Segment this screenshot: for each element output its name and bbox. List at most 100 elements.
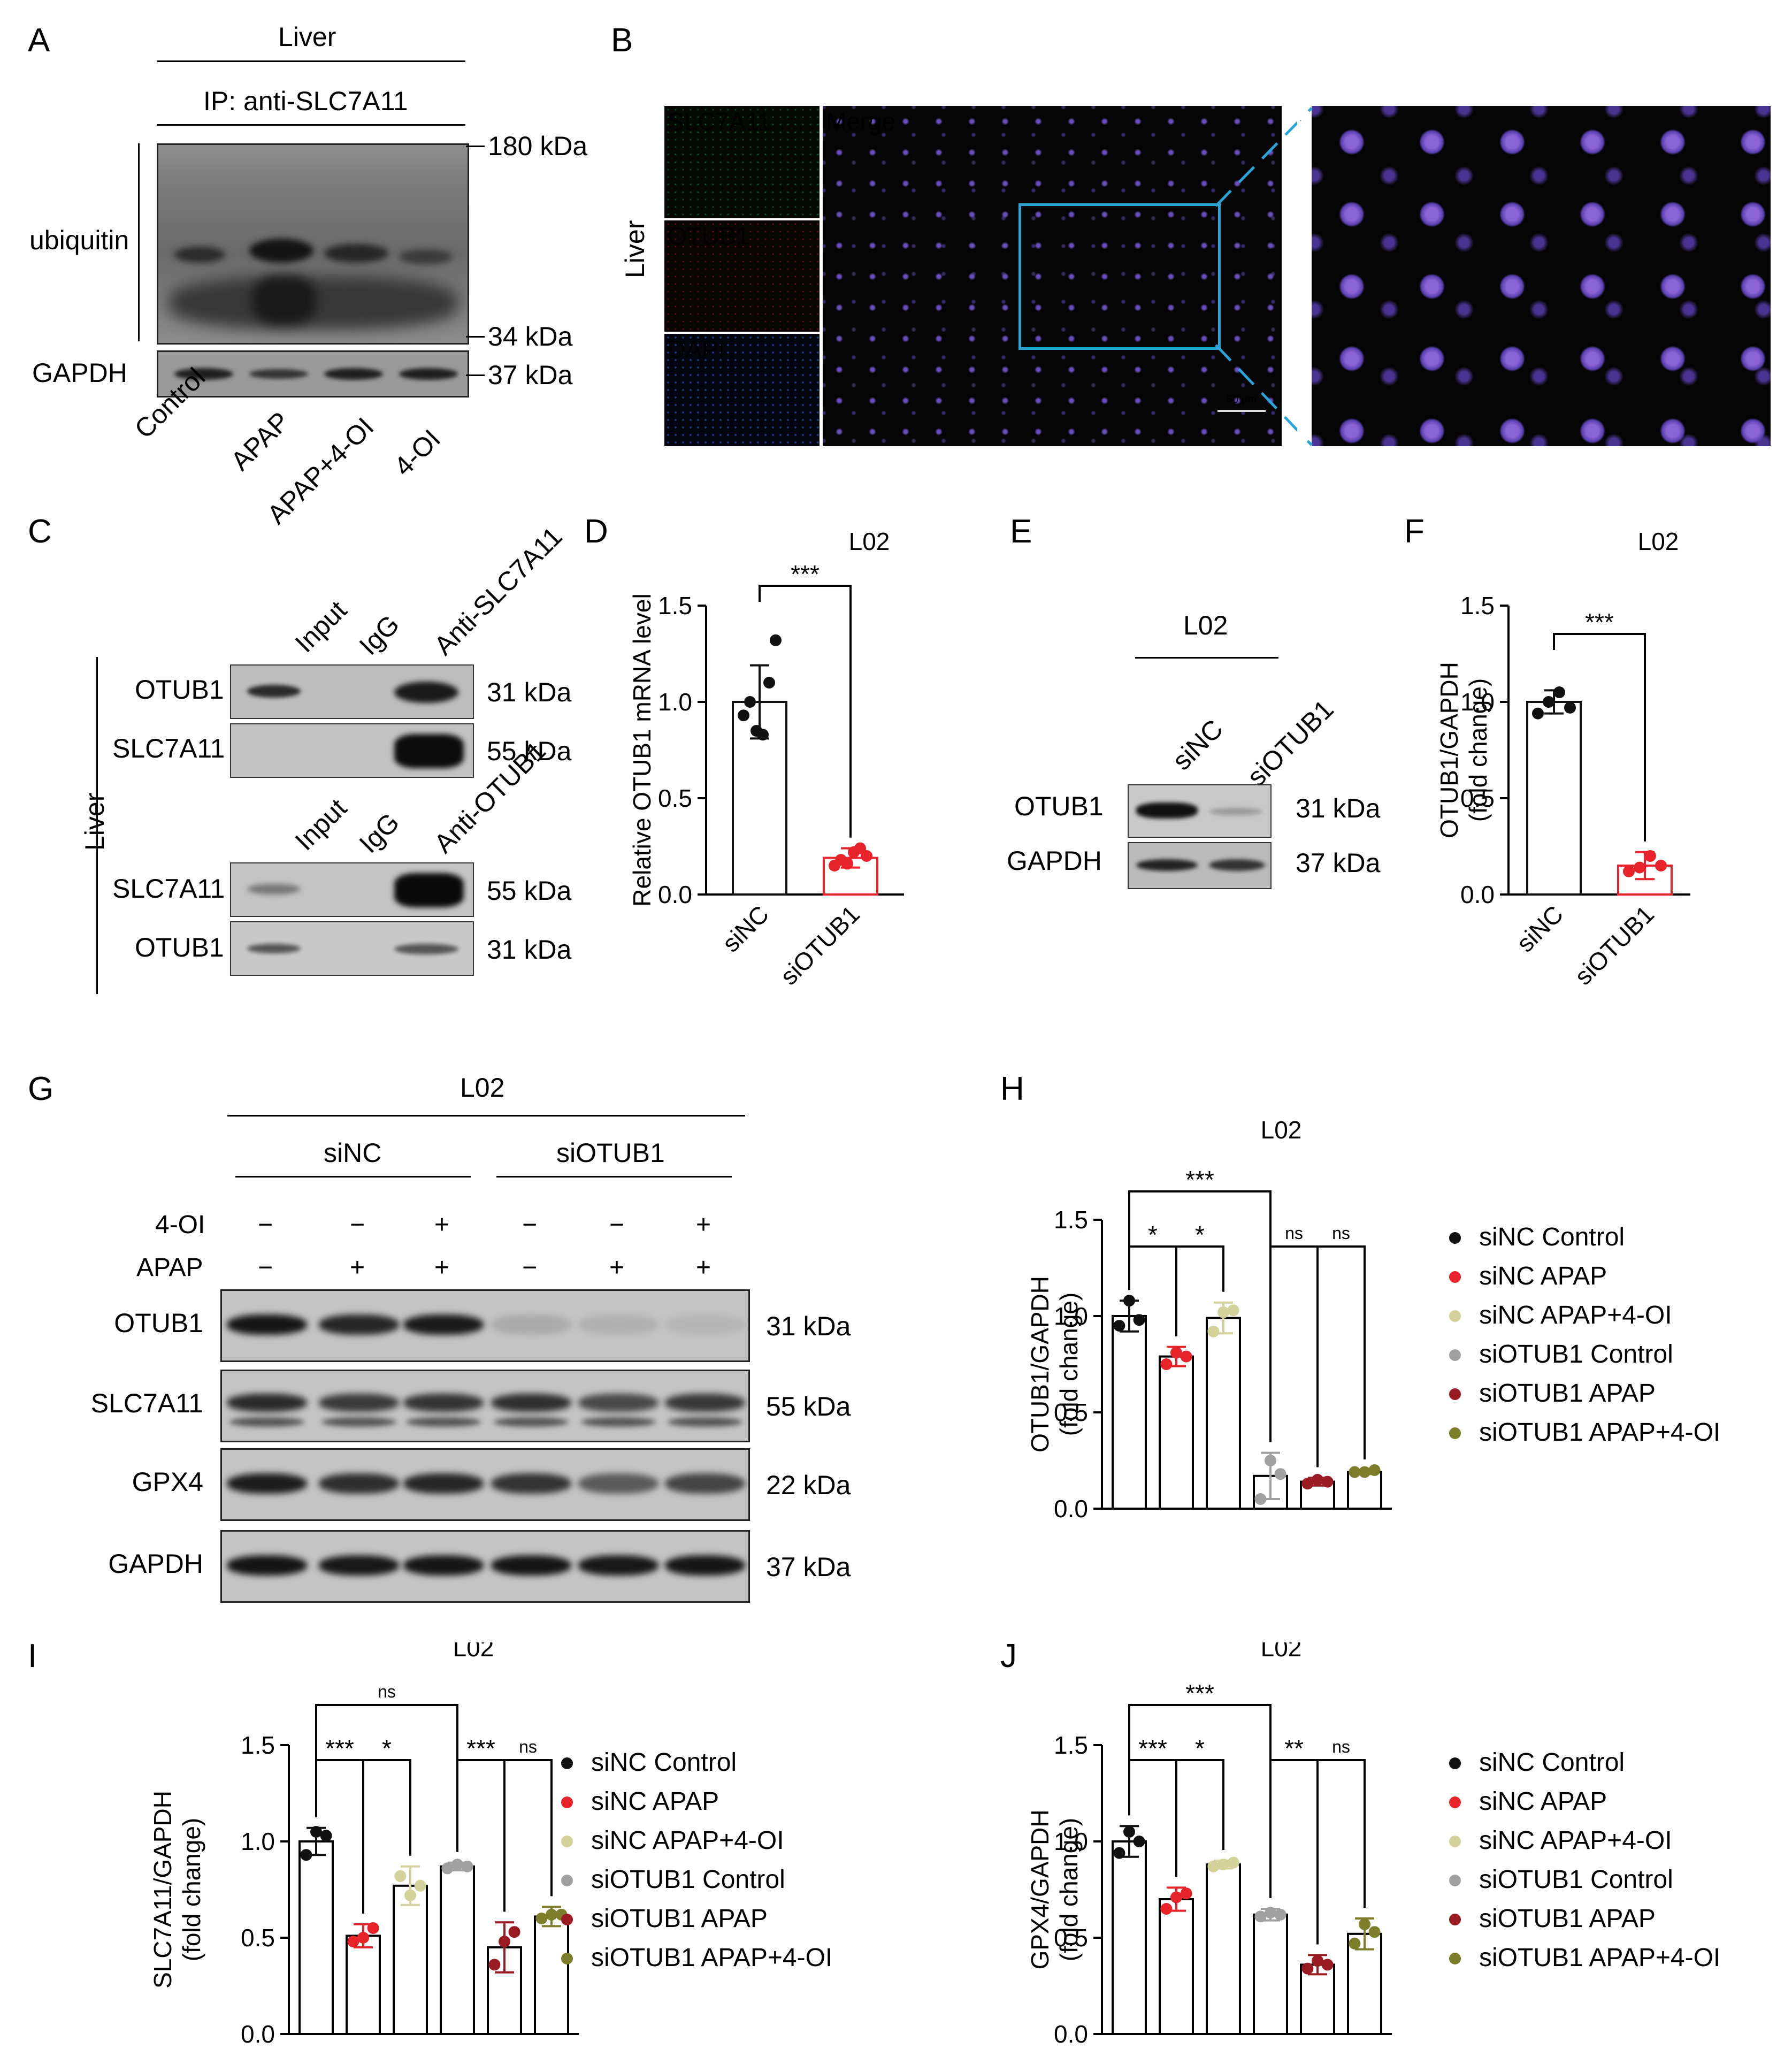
band xyxy=(578,1314,658,1335)
band xyxy=(491,1394,571,1412)
chart-title: L02 xyxy=(453,1642,494,1662)
data-point xyxy=(1564,701,1576,714)
y-tick-label: 0.0 xyxy=(241,2020,275,2048)
kda-label: 31 kDa xyxy=(487,677,572,707)
y-axis-label: (fold change) xyxy=(1055,1818,1083,1962)
band xyxy=(668,1417,742,1427)
lane-label: IgG xyxy=(353,609,405,661)
legend-label: siNC APAP+4-OI xyxy=(1479,1301,1672,1329)
data-point xyxy=(1349,1937,1361,1949)
legend-marker xyxy=(1449,1953,1461,1964)
data-point xyxy=(1265,1907,1276,1919)
bracket xyxy=(138,143,140,341)
sign-4oi: − xyxy=(609,1211,625,1239)
sign-4oi: + xyxy=(434,1211,450,1239)
data-point xyxy=(347,1936,359,1948)
legend-label: siNC APAP xyxy=(1479,1787,1607,1816)
panel-label-g: G xyxy=(28,1071,54,1107)
data-point xyxy=(1180,1350,1192,1363)
blot-gapdh xyxy=(220,1530,750,1603)
cell-label: L02 xyxy=(460,1073,505,1103)
data-point xyxy=(1532,707,1544,720)
data-point xyxy=(1217,1859,1229,1871)
kda-label: 55 kDa xyxy=(766,1392,851,1421)
data-point xyxy=(1321,1475,1334,1488)
band xyxy=(227,1555,307,1576)
data-point xyxy=(1265,1455,1276,1466)
significance-label: *** xyxy=(325,1734,354,1762)
band-label: OTUB1 xyxy=(135,932,224,962)
y-axis-label: OTUB1/GAPDH xyxy=(1435,662,1463,838)
band xyxy=(403,1473,484,1494)
micrograph-dapi: DAPI xyxy=(664,334,820,446)
channel-label: DAPI xyxy=(668,335,725,363)
panel-label-i: I xyxy=(28,1638,37,1675)
legend-label: siNC APAP+4-OI xyxy=(591,1826,784,1855)
significance-bracket xyxy=(1553,633,1646,842)
kda-label: 31 kDa xyxy=(766,1311,851,1341)
data-point xyxy=(404,1889,416,1901)
kda-label: 55 kDa xyxy=(487,876,572,906)
band-label: GPX4 xyxy=(132,1467,203,1497)
panel-b: Liver SLC7A11 OTUB1 DAPI Merge 50 μm xyxy=(610,0,1792,460)
kda-label: 37 kDa xyxy=(766,1552,851,1582)
band-label: SLC7A11 xyxy=(112,733,225,763)
data-point xyxy=(1349,1466,1361,1478)
kda-label: 31 kDa xyxy=(1296,793,1381,823)
significance-label: ns xyxy=(519,1737,537,1756)
panel-label-f: F xyxy=(1404,513,1425,550)
marker-37: 37 kDa xyxy=(488,360,573,390)
panel-label-j: J xyxy=(1000,1638,1017,1675)
bar xyxy=(440,1865,475,2035)
band-label: SLC7A11 xyxy=(112,874,225,904)
sign-4oi: − xyxy=(258,1211,273,1239)
data-point xyxy=(1227,1856,1239,1869)
bar xyxy=(1159,1898,1194,2035)
micrograph-zoom xyxy=(1312,106,1771,446)
bar xyxy=(1112,1315,1147,1510)
x-tick-label: siNC xyxy=(1511,900,1568,957)
data-point xyxy=(1123,1826,1135,1838)
data-point xyxy=(1644,850,1656,862)
bar xyxy=(1253,1913,1288,2035)
y-tick-label: 1.5 xyxy=(1460,592,1495,620)
band xyxy=(319,1314,399,1335)
panel-label-e: E xyxy=(1010,513,1032,550)
band-label: GAPDH xyxy=(1007,846,1102,876)
data-point xyxy=(763,677,775,689)
data-point xyxy=(535,1913,548,1924)
data-point xyxy=(1160,1903,1173,1915)
marker-tick xyxy=(466,374,485,376)
band xyxy=(406,1417,481,1427)
lane-label: Anti-SLC7A11 xyxy=(428,521,568,661)
treatment-label: APAP xyxy=(136,1253,203,1282)
data-point xyxy=(1301,1962,1314,1975)
band xyxy=(665,1394,745,1412)
data-point xyxy=(1274,1468,1286,1480)
legend-label: siNC Control xyxy=(1479,1223,1625,1251)
data-point xyxy=(1301,1478,1314,1490)
y-tick-label: 0.5 xyxy=(1460,784,1495,812)
y-tick-label: 0.0 xyxy=(658,881,692,908)
y-tick-label: 0.5 xyxy=(241,1924,275,1952)
band xyxy=(319,1473,399,1494)
divider xyxy=(157,60,465,62)
kda-label: 31 kDa xyxy=(487,935,572,965)
band xyxy=(491,1314,571,1335)
data-point xyxy=(499,1936,510,1948)
blot-gpx4 xyxy=(220,1448,750,1521)
y-tick-label: 0.0 xyxy=(1054,1495,1088,1523)
y-tick-label: 0.0 xyxy=(1460,881,1495,908)
channel-label: OTUB1 xyxy=(668,222,750,250)
data-point xyxy=(1170,1347,1182,1359)
data-point xyxy=(1207,1325,1220,1337)
band xyxy=(665,1555,745,1576)
significance-bracket xyxy=(1316,1759,1366,1945)
ubiquitin-blot xyxy=(157,143,469,345)
band xyxy=(229,1417,304,1427)
band-label: OTUB1 xyxy=(1014,791,1104,821)
band xyxy=(319,1555,399,1576)
significance-bracket xyxy=(1175,1245,1224,1336)
channel-label: SLC7A11 xyxy=(668,108,771,135)
